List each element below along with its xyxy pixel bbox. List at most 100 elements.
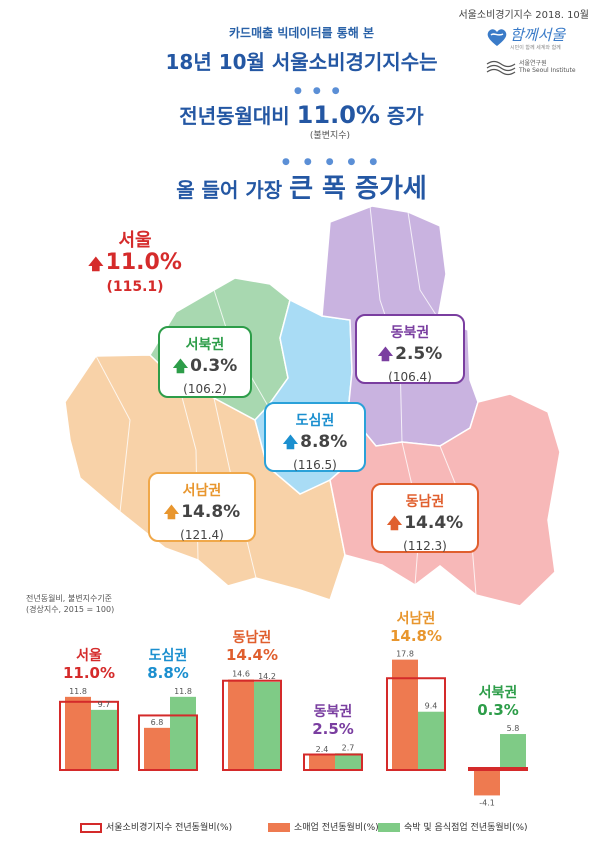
bar-index-outline xyxy=(59,700,119,771)
region-box-center: 도심권 🡅 8.8% (116.5) xyxy=(264,402,366,472)
region-name: 동북권 xyxy=(390,325,430,341)
bar-label-lodging: 5.8 xyxy=(507,724,520,733)
legend-item-lodging: 숙박 및 음식점업 전년동월비(%) xyxy=(378,820,528,833)
chart-note-base-year: (경상지수, 2015 = 100) xyxy=(26,605,115,614)
title-line-1: 18년 10월 서울소비경기지수는 xyxy=(165,50,438,74)
up-arrow-icon: 🡅 xyxy=(172,357,189,375)
bar-index-outline xyxy=(222,679,282,771)
emphasis-dots-2: ●●●●● xyxy=(282,157,392,167)
region-box-southeast: 동남권 🡅 14.4% (112.3) xyxy=(371,483,479,553)
bar-label-retail: 2.4 xyxy=(316,745,329,754)
bar-lodging xyxy=(170,696,196,770)
region-name: 동남권 xyxy=(405,494,445,510)
bar-label-retail: 6.8 xyxy=(151,718,164,727)
institute-name-kr: 서울연구원 xyxy=(519,60,547,67)
region-change-text: 2.5% xyxy=(395,344,443,364)
region-name: 서북권 xyxy=(185,337,225,353)
region-box-northwest: 서북권 🡅 0.3% (106.2) xyxy=(158,326,252,398)
region-index: (112.3) xyxy=(403,539,447,553)
bar-label-lodging: 14.2 xyxy=(258,672,276,681)
region-change: 🡅 2.5% xyxy=(357,344,463,369)
title-line-2-prefix: 전년동월대비 xyxy=(179,104,297,128)
category-headline-value: 11.0% xyxy=(62,663,116,682)
region-change-text: 8.8% xyxy=(300,432,348,452)
bar-lodging xyxy=(500,734,526,770)
legend-item-retail: 소매업 전년동월비(%) xyxy=(268,820,379,833)
up-arrow-icon: 🡅 xyxy=(282,433,299,451)
bar-retail xyxy=(144,727,170,770)
institute-name-en: The Seoul Institute xyxy=(519,67,576,74)
logo-subtext: 시민이 함께 세계와 함께 xyxy=(510,45,561,51)
title-line-3-emphasis: 큰 폭 증가세 xyxy=(289,174,427,204)
legend-swatch-outline xyxy=(80,822,102,833)
legend-label: 소매업 전년동월비(%) xyxy=(294,823,379,833)
bar-index-outline xyxy=(468,767,528,771)
title-line-2-value: 11.0% xyxy=(296,101,380,129)
category-headline-value: 2.5% xyxy=(312,720,354,739)
bar-lodging xyxy=(335,753,361,770)
title-line-2: 전년동월대비 11.0% 증가 xyxy=(0,100,603,129)
region-name: 서남권 xyxy=(182,483,222,499)
title-line-3-prefix: 올 들어 가장 xyxy=(176,178,290,202)
category-label: 동남권 xyxy=(232,630,272,647)
legend-swatch-lodging xyxy=(378,823,400,832)
region-index: (121.4) xyxy=(180,528,224,542)
seoul-label: 서울 xyxy=(118,230,152,251)
up-arrow-icon: 🡅 xyxy=(163,503,180,521)
bar-label-retail: 14.6 xyxy=(232,669,250,678)
bar-label-retail: -4.1 xyxy=(479,798,495,807)
subtitle: 카드매출 빅데이터를 통해 본 xyxy=(228,26,374,40)
category-label: 서울 xyxy=(76,647,102,664)
category-headline-value: 14.8% xyxy=(389,626,443,645)
hamkke-seoul-logo: 함께서울 시민이 함께 세계와 함께 xyxy=(486,24,594,54)
region-change: 🡅 14.8% xyxy=(150,502,254,527)
region-index: (116.5) xyxy=(293,458,337,472)
bar-label-lodging: 11.8 xyxy=(174,687,192,696)
bar-retail xyxy=(392,659,418,770)
category-label: 서남권 xyxy=(396,610,436,627)
bar-index-outline xyxy=(303,753,363,771)
legend-swatch-retail xyxy=(268,823,290,832)
heart-icon xyxy=(487,29,507,46)
legend-label: 서울소비경기지수 전년동월비(%) xyxy=(106,823,233,833)
bar-index-outline xyxy=(138,714,198,772)
bar-label-lodging: 9.7 xyxy=(98,700,111,709)
region-box-northeast: 동북권 🡅 2.5% (106.4) xyxy=(355,314,465,384)
title-line-3: 올 들어 가장 큰 폭 증가세 xyxy=(0,168,603,205)
legend-item-index: 서울소비경기지수 전년동월비(%) xyxy=(80,820,232,833)
region-change: 🡅 8.8% xyxy=(266,432,364,457)
bar-label-retail: 17.8 xyxy=(396,650,414,659)
bar-lodging xyxy=(91,709,117,770)
category-headline-value: 0.3% xyxy=(477,701,519,720)
up-arrow-icon: 🡅 xyxy=(377,345,394,363)
title-line-2-suffix: 증가 xyxy=(379,104,424,128)
seoul-value: 🡅11.0% xyxy=(60,250,210,279)
region-change-text: 14.8% xyxy=(181,502,241,522)
index-note: (불변지수) xyxy=(309,131,351,141)
bar-retail xyxy=(228,679,254,770)
seoul-value-text: 11.0% xyxy=(105,250,182,275)
bar-lodging xyxy=(418,711,444,770)
region-box-southwest: 서남권 🡅 14.8% (121.4) xyxy=(148,472,256,542)
region-index: (106.4) xyxy=(388,370,432,384)
up-arrow-icon: 🡅 xyxy=(88,255,104,273)
bar-retail xyxy=(309,755,335,770)
region-name: 도심권 xyxy=(295,413,335,429)
bar-retail xyxy=(65,696,91,770)
logo-text: 함께서울 xyxy=(510,26,566,44)
bar-label-lodging: 9.4 xyxy=(425,702,438,711)
bar-index-outline xyxy=(386,677,446,771)
region-change-text: 0.3% xyxy=(190,356,238,376)
region-index: (106.2) xyxy=(183,382,227,396)
emphasis-dots: ●●● xyxy=(294,86,351,96)
category-headline-value: 8.8% xyxy=(147,663,189,682)
bar-label-lodging: 2.7 xyxy=(342,743,355,752)
seoul-institute-logo: 서울연구원 The Seoul Institute xyxy=(486,58,596,82)
region-change: 🡅 0.3% xyxy=(160,356,250,381)
chart-note-basis: 전년동월비, 불변지수기준 xyxy=(26,594,113,603)
institute-mark-icon xyxy=(486,60,516,76)
bar-lodging xyxy=(254,681,280,770)
report-date: 서울소비경기지수 2018. 10월 xyxy=(458,10,589,21)
category-label: 동북권 xyxy=(313,704,353,721)
